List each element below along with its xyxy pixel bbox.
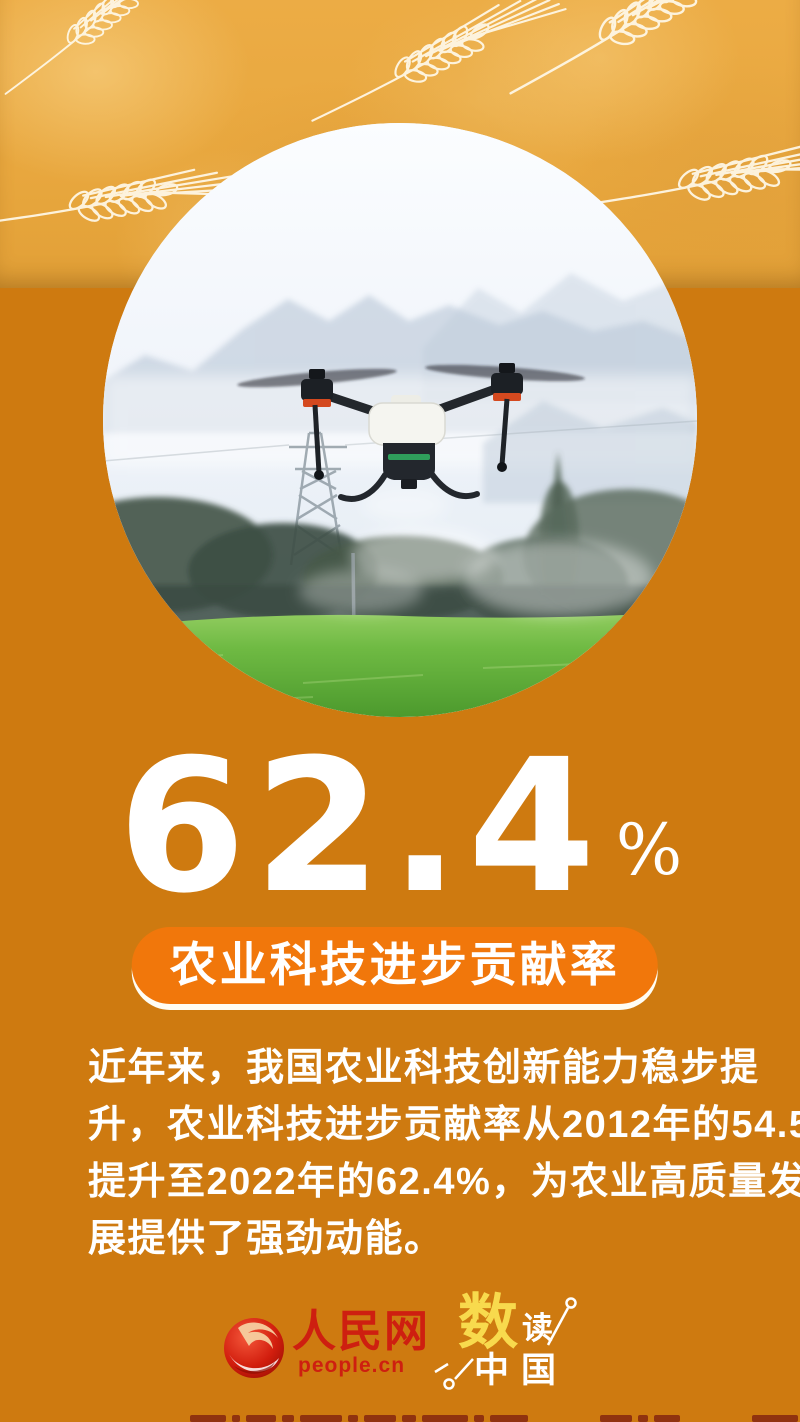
shudu-char-third: 中	[474, 1351, 522, 1390]
spray-mist	[299, 569, 423, 613]
people-cn-logo: 人民网 people.cn	[222, 1308, 430, 1380]
wheat-icon	[491, 0, 794, 103]
drone-leg	[499, 398, 510, 466]
wheat-icon	[573, 138, 800, 216]
spray-mist	[351, 527, 495, 583]
shudu-char-main: 数	[458, 1289, 518, 1356]
people-globe-icon	[224, 1318, 284, 1378]
paragraph-line: 展提供了强劲动能。	[88, 1218, 444, 1260]
drone-leg	[312, 404, 322, 474]
shudu-char-second: 读	[522, 1311, 553, 1346]
nozzle	[497, 462, 507, 472]
pod-accent	[493, 393, 521, 401]
motor-pod	[301, 379, 333, 401]
spray-tank	[368, 402, 446, 446]
rice-field	[103, 611, 697, 717]
stat-label: 农业科技进步贡献率	[169, 938, 620, 991]
skid	[428, 470, 480, 500]
paragraph-line: 升，农业科技进步贡献率从2012年的54.5%	[88, 1104, 800, 1146]
clipped-text-fragment	[190, 1415, 528, 1422]
globe-swirl-white	[229, 1354, 279, 1372]
wheat-icon	[0, 0, 210, 101]
body-nozzle	[401, 479, 417, 489]
stat-value: 62.4	[117, 720, 604, 934]
stat-headline: 62.4%	[0, 735, 800, 919]
people-logo-text: 人民网 people.cn	[292, 1308, 430, 1378]
motor-top	[309, 369, 325, 379]
paragraph-line: 提升至2022年的62.4%，为农业高质量发	[88, 1161, 800, 1203]
motor-pod	[491, 373, 523, 395]
spray-mist	[463, 540, 653, 616]
wheat-icon	[297, 0, 573, 129]
globe-swirl-highlight	[238, 1322, 278, 1349]
pod-accent	[303, 399, 331, 407]
skid	[338, 472, 388, 502]
shudu-chars-bottom: 中国	[474, 1353, 568, 1388]
motor-top	[499, 363, 515, 373]
clipped-caption-strip	[0, 1414, 800, 1422]
drone-field-photo	[103, 123, 697, 717]
wire	[103, 444, 290, 462]
nozzle	[314, 470, 324, 480]
status-led	[388, 454, 430, 460]
stat-unit: %	[615, 809, 683, 891]
shudu-zhongguo-logo: 数 读 中国	[432, 1285, 592, 1400]
drone-body	[383, 443, 435, 480]
shudu-char-fourth: 国	[521, 1351, 569, 1390]
description-paragraph: 近年来，我国农业科技创新能力稳步提 升，农业科技进步贡献率从2012年的54.5…	[88, 1040, 800, 1268]
people-logo-domain: people.cn	[298, 1354, 406, 1377]
globe-swirl-dark	[234, 1362, 275, 1374]
stat-label-badge: 农业科技进步贡献率	[131, 927, 658, 1004]
trend-line-icon	[434, 1297, 577, 1390]
right-mountain	[483, 401, 697, 503]
agricultural-drone	[237, 363, 585, 502]
clipped-text-fragment	[600, 1415, 680, 1422]
drone-photo-illustration	[103, 123, 697, 717]
paragraph-line: 近年来，我国农业科技创新能力稳步提	[88, 1047, 760, 1089]
people-logo-name: 人民网	[292, 1306, 430, 1357]
clipped-text-fragment	[752, 1415, 798, 1422]
spray-mist	[363, 489, 447, 521]
